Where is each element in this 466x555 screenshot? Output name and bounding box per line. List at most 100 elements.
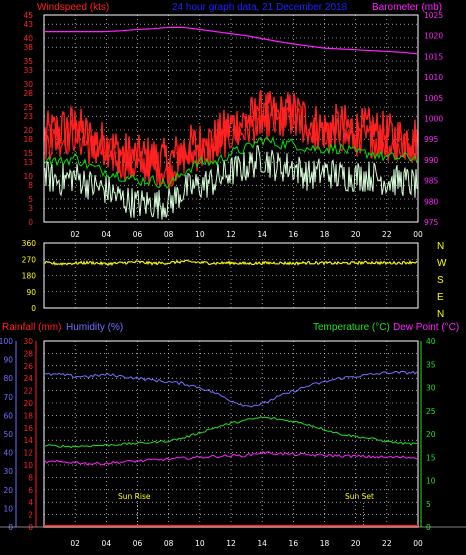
humidity-y-tick: 20 [3, 486, 13, 495]
direction-y-tick: 180 [22, 272, 37, 281]
x-tick-label: 14 [257, 230, 267, 239]
temperature-y-tick: 25 [426, 407, 436, 416]
humidity-series [44, 370, 418, 408]
barometer-y-tick: 975 [424, 218, 439, 227]
rain-y-tick: 16 [23, 424, 33, 433]
graph-title: 24 hour graph data, 21 December 2018 [172, 2, 348, 13]
windspeed-avg-series [44, 136, 418, 189]
x-tick-label: 06 [133, 539, 143, 548]
direction-y-tick: 360 [22, 239, 37, 248]
windspeed-series [44, 144, 418, 220]
direction-y-tick: 0 [31, 304, 36, 313]
humidity-y-tick: 40 [3, 449, 13, 458]
rain-y-tick: 12 [23, 449, 33, 458]
windspeed-y-tick: 40 [23, 34, 33, 43]
x-tick-label: 14 [257, 539, 267, 548]
rain-y-tick: 30 [23, 337, 33, 346]
humidity-y-tick: 10 [3, 504, 13, 513]
rain-y-tick: 2 [28, 511, 33, 520]
temperature-y-tick: 10 [426, 477, 436, 486]
x-tick-label: 22 [382, 539, 392, 548]
barometer-y-tick: 1005 [424, 94, 443, 103]
rainfall-label: Rainfall (mm) [2, 322, 61, 333]
rain-y-tick: 10 [23, 461, 33, 470]
windspeed-y-tick: 30 [23, 80, 33, 89]
rain-y-tick: 24 [23, 374, 33, 383]
humidity-y-tick: 50 [3, 430, 13, 439]
windspeed-y-tick: 25 [23, 103, 33, 112]
windspeed-y-tick: 10 [23, 172, 33, 181]
windspeed-gust-series [44, 101, 418, 190]
windspeed-y-tick: 35 [23, 57, 33, 66]
sunset-label: Sun Set [345, 492, 374, 501]
x-tick-label: 20 [351, 539, 361, 548]
humidity-y-tick: 30 [3, 467, 13, 476]
windspeed-y-tick: 43 [23, 20, 33, 29]
barometer-y-tick: 995 [424, 135, 439, 144]
compass-w: W [437, 258, 447, 269]
rain-y-tick: 20 [23, 399, 33, 408]
windspeed-y-tick: 5 [28, 195, 33, 204]
windspeed-y-tick: 8 [28, 181, 33, 190]
rain-y-tick: 18 [23, 411, 33, 420]
temperature-y-tick: 5 [426, 500, 431, 509]
windspeed-y-tick: 28 [23, 89, 33, 98]
x-tick-label: 20 [351, 230, 361, 239]
temperature-y-tick: 0 [426, 523, 431, 532]
sunrise-label: Sun Rise [118, 492, 151, 501]
temperature-y-tick: 15 [426, 453, 436, 462]
x-tick-label: 18 [320, 539, 330, 548]
compass-s: S [437, 275, 444, 286]
humidity-y-tick: 0 [8, 523, 13, 532]
humidity-y-tick: 60 [3, 411, 13, 420]
barometer-y-tick: 990 [424, 156, 439, 165]
barometer-series [45, 26, 418, 55]
windspeed-y-tick: 23 [23, 112, 33, 121]
temperature-series [44, 416, 418, 449]
humidity-y-tick: 90 [3, 356, 13, 365]
humidity-y-tick: 70 [3, 393, 13, 402]
barometer-y-tick: 1020 [424, 32, 443, 41]
barometer-y-tick: 985 [424, 177, 439, 186]
x-tick-label: 04 [102, 230, 112, 239]
x-tick-label: 10 [195, 539, 205, 548]
barometer-y-tick: 1000 [424, 115, 443, 124]
windspeed-y-tick: 38 [23, 43, 33, 52]
barometer-y-tick: 980 [424, 197, 439, 206]
x-tick-label: 02 [70, 539, 80, 548]
windspeed-y-tick: 20 [23, 126, 33, 135]
rain-y-tick: 6 [28, 486, 33, 495]
wind-direction-series [44, 259, 418, 267]
windspeed-y-tick: 13 [23, 158, 33, 167]
temperature-y-tick: 35 [426, 360, 436, 369]
windspeed-y-tick: 3 [28, 204, 33, 213]
rain-y-tick: 14 [23, 436, 33, 445]
windspeed-label: Windspeed (kts) [37, 2, 109, 13]
temperature-label: Temperature (°C) [313, 322, 390, 333]
x-tick-label: 22 [382, 230, 392, 239]
temperature-y-tick: 20 [426, 430, 436, 439]
windspeed-y-tick: 33 [23, 66, 33, 75]
windspeed-y-tick: 15 [23, 149, 33, 158]
barometer-y-tick: 1015 [424, 52, 443, 61]
x-tick-label: 02 [70, 230, 80, 239]
rain-y-tick: 0 [28, 523, 33, 532]
rain-y-tick: 8 [28, 473, 33, 482]
x-tick-label: 08 [164, 539, 174, 548]
rain-y-tick: 22 [23, 387, 33, 396]
rain-y-tick: 28 [23, 349, 33, 358]
x-tick-label: 16 [289, 230, 299, 239]
rain-y-tick: 4 [28, 498, 33, 507]
barometer-label: Barometer (mb) [372, 2, 442, 13]
temperature-y-tick: 40 [426, 337, 436, 346]
compass-e: E [437, 292, 444, 303]
x-tick-label: 04 [102, 539, 112, 548]
compass-n-bottom: N [437, 309, 444, 320]
x-tick-label: 12 [226, 230, 236, 239]
windspeed-y-tick: 0 [28, 218, 33, 227]
humidity-y-tick: 80 [3, 374, 13, 383]
x-tick-label: 00 [413, 230, 423, 239]
x-tick-label: 16 [289, 539, 299, 548]
dewpoint-label: Dew Point (°C) [393, 322, 459, 333]
